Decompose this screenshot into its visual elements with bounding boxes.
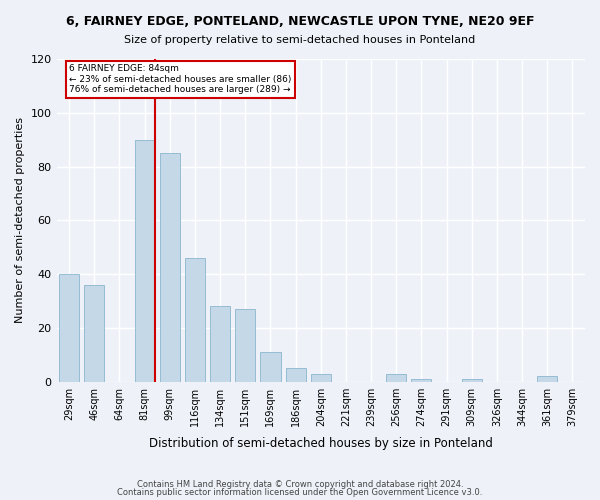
Bar	[286, 368, 305, 382]
Bar	[59, 274, 79, 382]
Bar	[160, 153, 180, 382]
Bar	[134, 140, 155, 382]
X-axis label: Distribution of semi-detached houses by size in Ponteland: Distribution of semi-detached houses by …	[149, 437, 493, 450]
Bar	[210, 306, 230, 382]
Bar	[84, 285, 104, 382]
Bar	[311, 374, 331, 382]
Bar	[386, 374, 406, 382]
Text: Contains HM Land Registry data © Crown copyright and database right 2024.: Contains HM Land Registry data © Crown c…	[137, 480, 463, 489]
Bar	[185, 258, 205, 382]
Bar	[537, 376, 557, 382]
Text: 6, FAIRNEY EDGE, PONTELAND, NEWCASTLE UPON TYNE, NE20 9EF: 6, FAIRNEY EDGE, PONTELAND, NEWCASTLE UP…	[66, 15, 534, 28]
Bar	[235, 309, 256, 382]
Bar	[461, 379, 482, 382]
Text: Contains public sector information licensed under the Open Government Licence v3: Contains public sector information licen…	[118, 488, 482, 497]
Y-axis label: Number of semi-detached properties: Number of semi-detached properties	[15, 118, 25, 324]
Text: 6 FAIRNEY EDGE: 84sqm
← 23% of semi-detached houses are smaller (86)
76% of semi: 6 FAIRNEY EDGE: 84sqm ← 23% of semi-deta…	[69, 64, 292, 94]
Bar	[412, 379, 431, 382]
Text: Size of property relative to semi-detached houses in Ponteland: Size of property relative to semi-detach…	[124, 35, 476, 45]
Bar	[260, 352, 281, 382]
